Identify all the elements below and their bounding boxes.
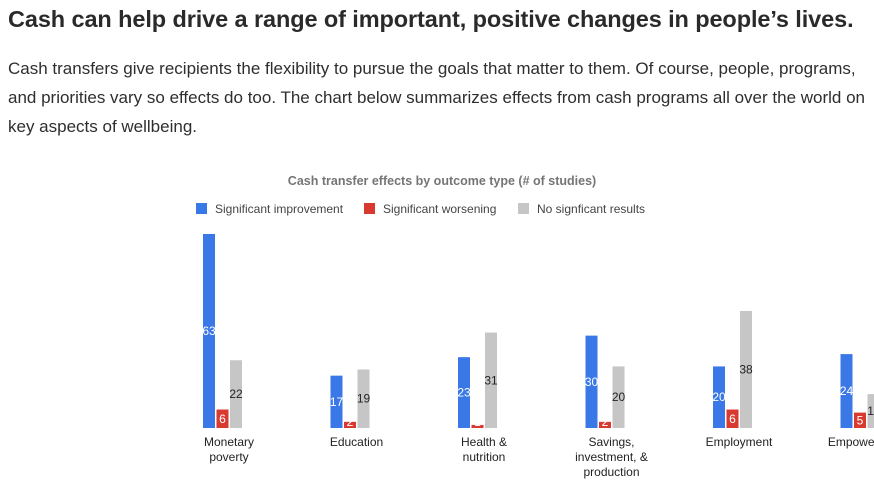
data-label-employment-significant-improvement: 20 (712, 390, 726, 404)
data-label-education-no-signficant-results: 19 (357, 392, 371, 406)
page-headline: Cash can help drive a range of important… (8, 6, 854, 32)
data-label-education-significant-worsening: 2 (347, 415, 354, 429)
legend-item-no-signficant-results: No signficant results (518, 202, 645, 216)
legend-label-significant-improvement: Significant improvement (215, 202, 344, 216)
bar-monetary-poverty-significant-improvement (203, 234, 215, 428)
legend-item-significant-improvement: Significant improvement (196, 202, 344, 216)
x-tick-label: Empowerment (828, 435, 874, 449)
bar-health-nutrition-significant-worsening (471, 424, 484, 428)
bar-savings-investment-production-significant-worsening (599, 421, 611, 428)
legend-item-significant-worsening: Significant worsening (364, 202, 496, 216)
legend-swatch-significant-worsening (364, 203, 375, 214)
data-label-savings-investment-production-significant-improvement: 30 (585, 375, 599, 389)
data-label-empowerment-no-signficant-results: 11 (867, 404, 874, 418)
bar-health-nutrition-no-signficant-results (485, 332, 497, 428)
outcome-bar-chart: Cash transfer effects by outcome type (#… (196, 174, 874, 479)
x-tick-label: Savings, (588, 435, 634, 449)
x-label-savings-investment-production: Savings,investment, &production (575, 435, 648, 479)
data-label-health-nutrition-no-signficant-results: 31 (484, 373, 498, 387)
data-label-health-nutrition-significant-improvement: 23 (457, 386, 471, 400)
legend-swatch-significant-improvement (196, 203, 207, 214)
x-tick-label: poverty (209, 450, 248, 464)
chart-legend: Significant improvement Significant worse… (196, 202, 645, 216)
x-label-education: Education (330, 435, 383, 449)
data-label-education-significant-improvement: 17 (330, 395, 344, 409)
chart-title: Cash transfer effects by outcome type (#… (288, 174, 596, 188)
legend-swatch-no-signficant-results (518, 203, 529, 214)
bar-employment-significant-improvement (713, 366, 725, 428)
data-label-savings-investment-production-significant-worsening: 2 (602, 415, 609, 429)
bar-monetary-poverty-significant-worsening (216, 409, 229, 428)
x-tick-label: investment, & (575, 450, 648, 464)
x-tick-label: Health & (461, 435, 507, 449)
x-label-employment: Employment (706, 435, 773, 449)
x-tick-label: Employment (706, 435, 773, 449)
x-tick-label: production (583, 465, 639, 479)
chart-bars: 636221721923131302202063824511 (202, 234, 874, 429)
bar-education-significant-worsening (344, 421, 356, 428)
x-label-empowerment: Empowerment (828, 435, 874, 449)
data-label-savings-investment-production-no-signficant-results: 20 (612, 390, 626, 404)
x-tick-label: Education (330, 435, 383, 449)
bar-empowerment-significant-worsening (854, 412, 866, 428)
data-label-monetary-poverty-significant-improvement: 63 (202, 324, 216, 338)
bar-monetary-poverty-no-signficant-results (230, 360, 242, 428)
intro-paragraph: Cash transfers give recipients the flexi… (8, 59, 865, 136)
data-label-monetary-poverty-significant-worsening: 6 (219, 412, 226, 426)
bar-health-nutrition-significant-improvement (458, 357, 470, 428)
data-label-employment-no-signficant-results: 38 (739, 362, 753, 376)
x-tick-label: Monetary (204, 435, 254, 449)
data-label-empowerment-significant-improvement: 24 (840, 384, 854, 398)
bar-education-no-signficant-results (357, 369, 370, 428)
x-tick-label: nutrition (463, 450, 506, 464)
bar-savings-investment-production-significant-improvement (585, 335, 598, 428)
bar-employment-significant-worsening (726, 409, 739, 428)
legend-label-no-signficant-results: No signficant results (537, 202, 645, 216)
data-label-empowerment-significant-worsening: 5 (857, 413, 864, 427)
data-label-health-nutrition-significant-worsening: 1 (474, 415, 481, 429)
bar-savings-investment-production-no-signficant-results (612, 366, 625, 428)
bar-empowerment-significant-improvement (840, 354, 853, 428)
bar-empowerment-no-signficant-results (867, 394, 874, 428)
bar-employment-no-signficant-results (740, 310, 752, 428)
data-label-monetary-poverty-no-signficant-results: 22 (229, 387, 243, 401)
legend-label-significant-worsening: Significant worsening (383, 202, 496, 216)
data-label-employment-significant-worsening: 6 (729, 412, 736, 426)
x-label-health-nutrition: Health &nutrition (461, 435, 507, 464)
bar-education-significant-improvement (330, 375, 343, 428)
